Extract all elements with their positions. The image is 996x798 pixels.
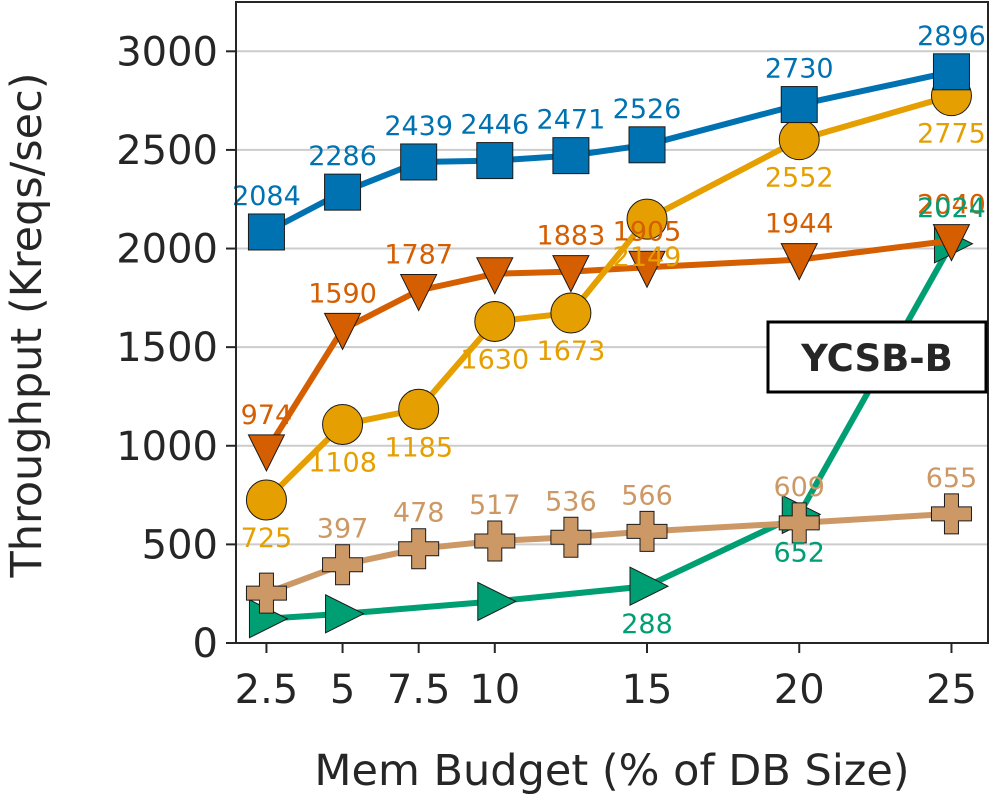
y-axis-title: Throughput (Kreqs/sec)	[2, 72, 52, 578]
data-point-plus	[550, 516, 592, 558]
data-label: 974	[241, 400, 293, 431]
x-tick-label: 10	[469, 667, 520, 713]
data-point-triangle	[780, 243, 819, 281]
data-label: 1630	[460, 345, 529, 376]
tan-plus-series	[245, 493, 972, 614]
data-point-square	[932, 53, 970, 91]
data-label: 1590	[308, 278, 377, 309]
data-label: 1787	[384, 240, 453, 271]
data-label: 2040	[917, 190, 986, 221]
series-group	[245, 53, 974, 639]
data-point-circle	[398, 388, 440, 430]
blue-squares-series	[247, 53, 970, 251]
data-point-plus	[474, 520, 516, 562]
data-label: 652	[773, 537, 825, 568]
data-point-triangle	[628, 250, 666, 289]
data-point-triangle	[932, 224, 971, 262]
axis-ticks-group: 0 500 1000 1500 2000 2500 3000 2.5 5 7.5 10 15 20 25	[116, 29, 977, 713]
y-tick-label: 2500	[116, 128, 218, 174]
legend-frame	[766, 320, 988, 394]
data-point-triangle	[477, 581, 517, 622]
data-point-square	[400, 143, 438, 181]
data-label: 478	[393, 498, 445, 529]
data-point-triangle	[629, 566, 670, 607]
x-axis-title: Mem Budget (% of DB Size)	[314, 746, 909, 796]
y-tick-label: 1500	[116, 325, 218, 371]
y-tick-label: 0	[193, 621, 218, 667]
legend-box: YCSB-B	[766, 320, 988, 394]
x-tick-label: 5	[330, 667, 355, 713]
plot-frame	[235, 1, 989, 644]
data-point-circle	[778, 119, 820, 161]
x-tick-label: 7.5	[387, 667, 451, 713]
data-label: 1883	[537, 221, 606, 252]
data-point-square	[628, 126, 666, 164]
data-point-circle	[474, 301, 516, 343]
data-label: 2439	[384, 111, 453, 142]
data-label: 397	[317, 514, 369, 545]
data-point-triangle	[399, 274, 438, 312]
data-point-plus	[245, 572, 287, 614]
data-point-circle	[626, 198, 668, 240]
data-label: 2552	[765, 163, 834, 194]
data-label: 2149	[613, 242, 682, 273]
data-label: 2084	[232, 181, 301, 212]
data-point-plus	[930, 493, 972, 535]
data-point-triangle	[475, 257, 514, 295]
data-point-triangle	[552, 255, 590, 293]
data-point-square	[247, 213, 285, 251]
x-tick-label: 20	[774, 667, 825, 713]
data-label: 2896	[917, 21, 986, 52]
data-point-triangle	[247, 434, 286, 473]
x-tick-label: 25	[926, 667, 977, 713]
data-label: 2526	[613, 94, 682, 125]
data-label: 536	[545, 486, 597, 517]
data-label: 1944	[765, 209, 834, 240]
data-point-plus	[322, 544, 364, 586]
data-point-triangle	[325, 594, 365, 634]
data-label: 1905	[613, 216, 682, 247]
data-point-circle	[322, 403, 364, 445]
data-point-plus	[398, 528, 440, 570]
data-point-plus	[626, 510, 668, 552]
data-label: 2446	[460, 110, 529, 141]
data-label: 2024	[917, 193, 986, 224]
data-point-triangle	[323, 312, 362, 351]
data-point-plus	[778, 502, 820, 544]
data-label: 2471	[537, 105, 606, 136]
data-label: 1185	[384, 432, 453, 463]
y-tick-label: 2000	[116, 227, 218, 273]
tan-plus-line	[265, 510, 952, 596]
data-label: 609	[773, 472, 825, 503]
data-label: 2775	[917, 119, 986, 150]
data-label: 725	[241, 523, 293, 554]
data-label: 288	[621, 609, 673, 640]
y-tick-label: 500	[142, 522, 218, 568]
x-tick-label: 2.5	[235, 667, 299, 713]
chart-annotation: YCSB-B	[800, 337, 953, 380]
data-label: 517	[469, 490, 521, 521]
data-point-circle	[245, 479, 287, 521]
data-point-square	[476, 142, 514, 180]
x-tick-label: 15	[622, 667, 673, 713]
data-label: 566	[621, 480, 673, 511]
vermillion-triangles-series	[247, 224, 971, 473]
data-point-square	[780, 86, 818, 124]
data-label: 1673	[537, 336, 606, 367]
y-tick-label: 3000	[116, 29, 218, 75]
data-label: 2730	[765, 54, 834, 85]
data-point-circle	[550, 292, 592, 334]
y-tick-label: 1000	[116, 424, 218, 470]
data-label: 655	[926, 463, 978, 494]
data-label: 2286	[308, 141, 377, 172]
data-label: 1108	[308, 447, 377, 478]
data-point-square	[324, 173, 362, 211]
data-point-square	[552, 137, 590, 175]
